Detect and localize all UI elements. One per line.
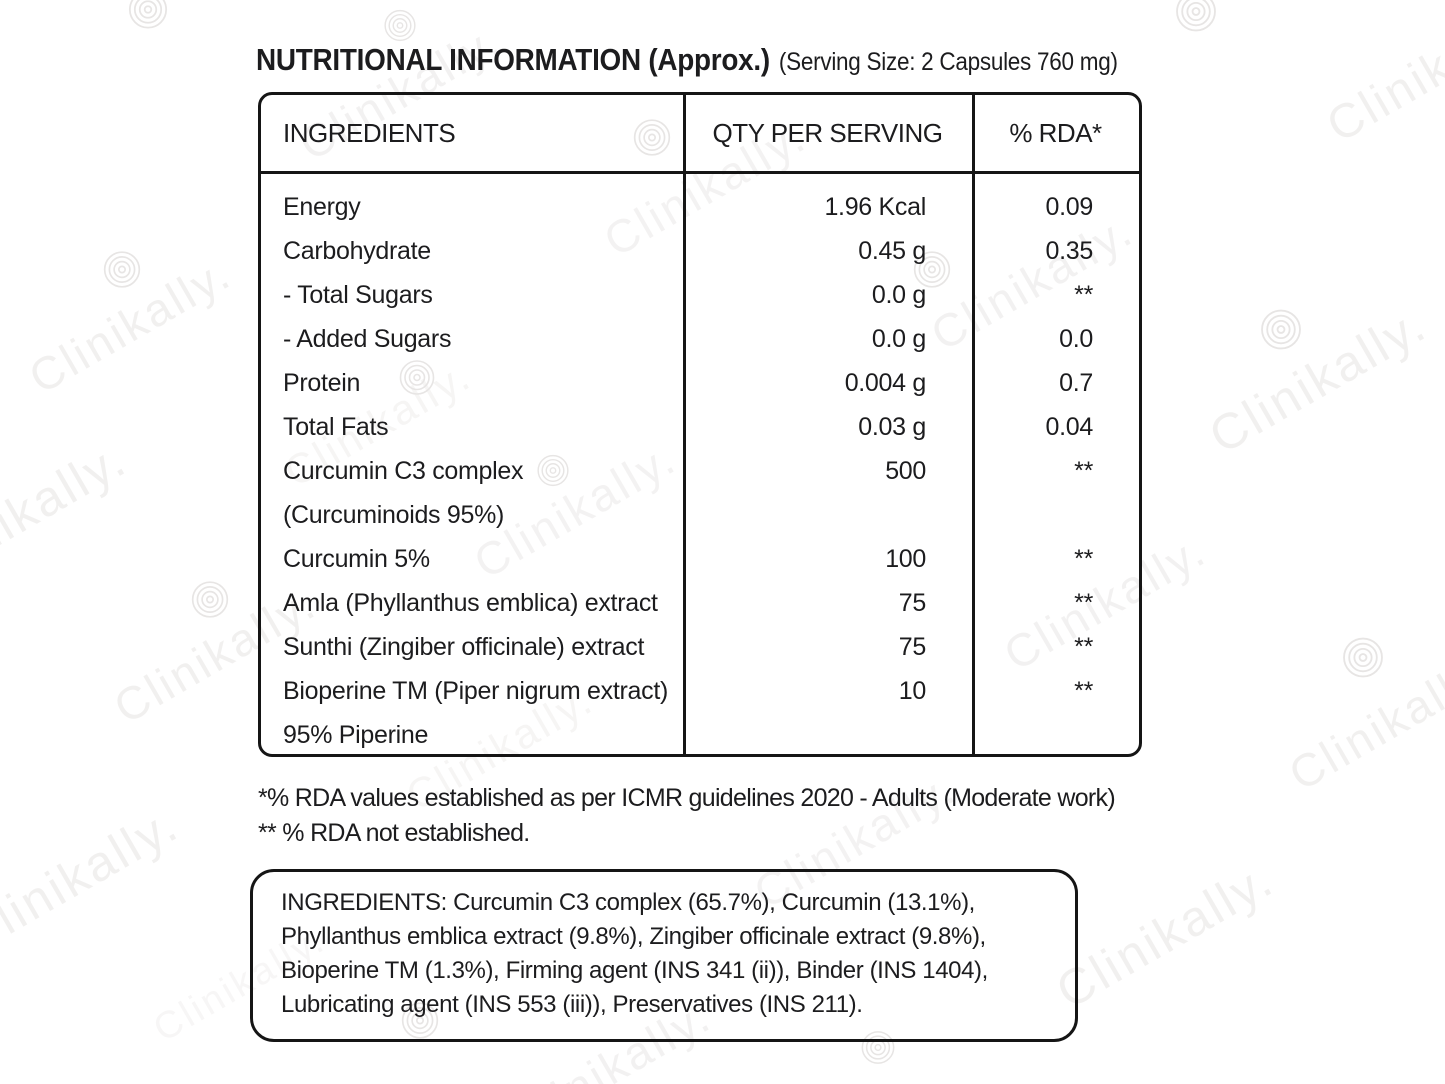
row-qty: 75 (898, 632, 927, 661)
header-qty-per-serving: QTY PER SERVING (712, 117, 943, 148)
row-name: Bioperine TM (Piper nigrum extract) (283, 676, 669, 705)
header-rda: % RDA* (1009, 117, 1102, 148)
row-rda: ** (1074, 588, 1093, 617)
table-row: Carbohydrate 0.45 g 0.35 (261, 229, 1139, 273)
spiral-watermark-icon (126, 0, 170, 37)
column-divider-2 (972, 95, 975, 754)
row-name: - Added Sugars (283, 324, 452, 353)
page-title: NUTRITIONAL INFORMATION (Approx.) (Servi… (256, 42, 1118, 78)
spiral-watermark-icon (1340, 635, 1386, 686)
clinikally-watermark-text: Clinikally. (0, 795, 189, 965)
row-qty: 0.45 g (858, 236, 926, 265)
row-qty: 0.0 g (871, 324, 926, 353)
table-row: Amla (Phyllanthus emblica) extract 75 ** (261, 581, 1139, 625)
row-rda: ** (1074, 676, 1093, 705)
row-name: Protein (283, 368, 361, 397)
spiral-watermark-icon (189, 579, 231, 626)
row-rda: 0.7 (1059, 368, 1093, 397)
row-qty: 100 (885, 544, 926, 573)
table-row: Curcumin 5% 100 ** (261, 537, 1139, 581)
table-row: 95% Piperine (261, 713, 1139, 757)
clinikally-watermark-text: Clinikally. (1318, 0, 1445, 153)
rda-footnotes: *% RDA values established as per ICMR gu… (258, 781, 1116, 851)
clinikally-watermark-text: Clinikally. (0, 430, 137, 600)
row-name: Total Fats (283, 412, 389, 441)
title-main: NUTRITIONAL INFORMATION (Approx.) (256, 42, 770, 77)
column-divider-1 (683, 95, 686, 754)
table-row: - Added Sugars 0.0 g 0.0 (261, 317, 1139, 361)
row-qty: 10 (898, 676, 927, 705)
table-row: Sunthi (Zingiber officinale) extract 75 … (261, 625, 1139, 669)
row-qty: 0.03 g (858, 412, 926, 441)
footnote-rda-not-established: ** % RDA not established. (258, 819, 530, 847)
row-name: Sunthi (Zingiber officinale) extract (283, 632, 645, 661)
row-name: Curcumin 5% (283, 544, 430, 573)
ingredients-box: INGREDIENTS: Curcumin C3 complex (65.7%)… (250, 869, 1078, 1042)
row-name: - Total Sugars (283, 280, 433, 309)
row-rda: ** (1074, 544, 1093, 573)
row-rda: 0.09 (1045, 192, 1094, 221)
clinikally-watermark-text: Clinikally. (1046, 850, 1284, 1020)
table-row: Total Fats 0.03 g 0.04 (261, 405, 1139, 449)
clinikally-watermark-text: Clinikally. (20, 246, 240, 404)
table-row: Curcumin C3 complex 500 ** (261, 449, 1139, 493)
spiral-watermark-icon (1173, 0, 1219, 40)
row-rda: ** (1074, 632, 1093, 661)
table-row: - Total Sugars 0.0 g ** (261, 273, 1139, 317)
row-qty: 500 (885, 456, 926, 485)
row-qty: 0.004 g (844, 368, 927, 397)
row-rda: 0.04 (1045, 412, 1094, 441)
ingredients-list-text: INGREDIENTS: Curcumin C3 complex (65.7%)… (281, 889, 988, 1018)
clinikally-watermark-text: Clinikally. (1199, 295, 1437, 465)
table-row: Protein 0.004 g 0.7 (261, 361, 1139, 405)
header-ingredients: INGREDIENTS (283, 117, 456, 148)
row-rda: 0.35 (1045, 236, 1094, 265)
footnote-rda-established: *% RDA values established as per ICMR gu… (258, 784, 1116, 812)
row-name: (Curcuminoids 95%) (283, 500, 505, 529)
table-row: Energy 1.96 Kcal 0.09 (261, 185, 1139, 229)
spiral-watermark-icon (1258, 307, 1304, 358)
table-header-row: INGREDIENTS QTY PER SERVING % RDA* (261, 95, 1139, 174)
spiral-watermark-icon (101, 249, 143, 296)
row-name: Curcumin C3 complex (283, 456, 524, 485)
row-rda: ** (1074, 456, 1093, 485)
row-name: Energy (283, 192, 361, 221)
row-rda: 0.0 (1059, 324, 1093, 353)
clinikally-watermark-text: Clinikally. (1280, 643, 1445, 801)
row-name: Carbohydrate (283, 236, 431, 265)
row-name: Amla (Phyllanthus emblica) extract (283, 588, 658, 617)
table-row: (Curcuminoids 95%) (261, 493, 1139, 537)
row-qty: 1.96 Kcal (824, 192, 926, 221)
row-name: 95% Piperine (283, 720, 429, 749)
table-row: Bioperine TM (Piper nigrum extract) 10 *… (261, 669, 1139, 713)
row-qty: 0.0 g (871, 280, 926, 309)
title-serving-size: (Serving Size: 2 Capsules 760 mg) (778, 48, 1118, 76)
nutrition-table: INGREDIENTS QTY PER SERVING % RDA* Energ… (258, 92, 1142, 757)
row-qty: 75 (898, 588, 927, 617)
row-rda: ** (1074, 280, 1093, 309)
table-body: Energy 1.96 Kcal 0.09 Carbohydrate 0.45 … (261, 174, 1139, 757)
